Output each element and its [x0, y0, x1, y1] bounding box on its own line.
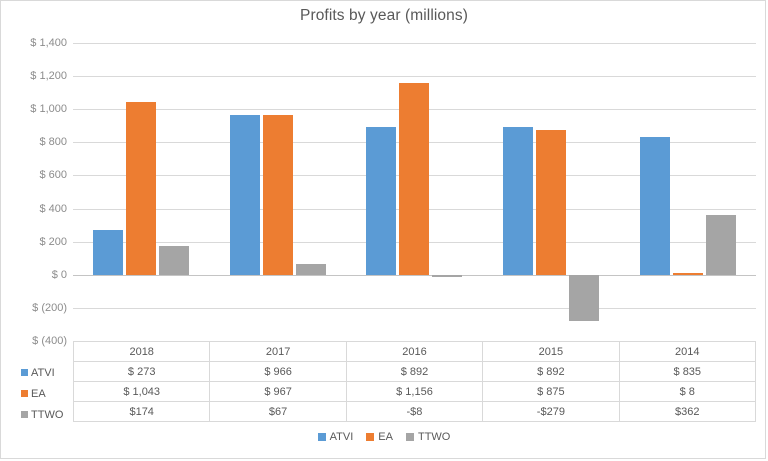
- bar-ea-2014[interactable]: [672, 273, 703, 276]
- table-row: $174 $67 -$8 -$279 $362: [72, 401, 757, 422]
- y-axis-tick-label: $ 600: [39, 169, 67, 182]
- data-table-body: $ 273 $ 966 $ 892 $ 892 $ 835 $ 1,043 $ 967 $ 1…: [72, 361, 757, 422]
- legend-item-ea[interactable]: EA: [366, 431, 393, 443]
- y-axis-tick-label: $ 800: [39, 136, 67, 149]
- legend-item-atvi[interactable]: ATVI: [317, 431, 354, 443]
- y-axis-tick-label: $ 1,000: [30, 103, 67, 116]
- table-cell-ea-2014: $ 8: [618, 381, 757, 402]
- table-cell-ea-2016: $ 1,156: [345, 381, 484, 402]
- table-cell-ttwo-2015: -$279: [482, 401, 620, 422]
- bar-atvi-2017[interactable]: [229, 114, 260, 275]
- table-cell-atvi-2014: $ 835: [618, 361, 757, 382]
- table-header-2018: 2018: [72, 341, 211, 362]
- legend-label: TTWO: [417, 431, 451, 443]
- gridline--200: [73, 307, 756, 309]
- legend-swatch-icon: [405, 433, 414, 441]
- y-axis-tick-label: $ (200): [32, 301, 67, 314]
- table-row-label-ttwo: TTWO: [7, 404, 73, 425]
- table-cell-ea-2018: $ 1,043: [72, 381, 211, 402]
- legend-label: EA: [378, 431, 393, 443]
- table-row-label-atvi: ATVI: [7, 362, 73, 383]
- table-header-2016: 2016: [345, 341, 484, 362]
- chart-legend: ATVI EA TTWO: [1, 431, 767, 443]
- bar-atvi-2016[interactable]: [366, 127, 397, 275]
- series-name: ATVI: [31, 366, 55, 379]
- table-header-2014: 2014: [618, 341, 757, 362]
- y-axis-tick-label: $ 200: [39, 235, 67, 248]
- bar-ea-2017[interactable]: [262, 114, 293, 275]
- bar-atvi-2018[interactable]: [93, 229, 124, 275]
- bar-group-2015: [483, 43, 620, 341]
- bar-ttwo-2018[interactable]: [159, 245, 190, 275]
- bar-ttwo-2014[interactable]: [705, 214, 736, 275]
- bar-ttwo-2017[interactable]: [295, 263, 326, 275]
- gridline-1200: [73, 76, 756, 78]
- data-table-row-labels: ATVI EA TTWO: [7, 341, 73, 425]
- table-cell-ttwo-2016: -$8: [345, 401, 484, 422]
- bar-group-2014: [619, 43, 756, 341]
- chart-title: Profits by year (millions): [300, 7, 468, 24]
- data-table-head: 2018 2017 2016 2015 2014: [72, 341, 757, 362]
- plot-area: [73, 43, 756, 342]
- table-row-label-ea: EA: [7, 383, 73, 404]
- table-cell-ttwo-2017: $67: [209, 401, 347, 422]
- y-axis-tick-label: $ 400: [39, 202, 67, 215]
- table-cell-atvi-2015: $ 892: [482, 361, 620, 382]
- table-cell-atvi-2017: $ 966: [209, 361, 347, 382]
- table-cell-ea-2015: $ 875: [482, 381, 620, 402]
- table-cell-ea-2017: $ 967: [209, 381, 347, 402]
- y-axis-tick-label: $ (400): [32, 335, 67, 347]
- bar-group-2017: [210, 43, 347, 341]
- data-table: 2018 2017 2016 2015 2014 $ 273 $ 966 $ 892 $ 89…: [72, 341, 757, 422]
- gridline-1400: [73, 43, 756, 44]
- bar-ea-2016[interactable]: [399, 83, 430, 275]
- series-swatch-icon: [21, 411, 28, 418]
- legend-swatch-icon: [317, 433, 326, 441]
- bar-group-2018: [73, 43, 210, 341]
- legend-label: ATVI: [329, 431, 354, 443]
- table-header-row: 2018 2017 2016 2015 2014: [72, 341, 757, 362]
- bar-ea-2018[interactable]: [126, 102, 157, 275]
- legend-swatch-icon: [366, 433, 375, 441]
- series-name: TTWO: [31, 408, 64, 421]
- table-header-2017: 2017: [209, 341, 347, 362]
- bar-group-2016: [346, 43, 483, 341]
- table-cell-ttwo-2018: $174: [72, 401, 211, 422]
- table-cell-atvi-2016: $ 892: [345, 361, 484, 382]
- bar-ea-2015[interactable]: [536, 129, 567, 275]
- y-axis: $ 1,400 $ 1,200 $ 1,000 $ 800 $ 600 $ 400 $ 20…: [1, 37, 67, 347]
- gridline-0: [73, 274, 756, 276]
- bar-atvi-2014[interactable]: [639, 136, 670, 275]
- table-header-2015: 2015: [482, 341, 620, 362]
- y-axis-tick-label: $ 1,400: [30, 37, 67, 49]
- bar-atvi-2015[interactable]: [503, 127, 534, 275]
- table-row: $ 1,043 $ 967 $ 1,156 $ 875 $ 8: [72, 381, 757, 402]
- legend-item-ttwo[interactable]: TTWO: [405, 431, 451, 443]
- table-row: $ 273 $ 966 $ 892 $ 892 $ 835: [72, 361, 757, 382]
- table-cell-ttwo-2014: $362: [618, 401, 757, 422]
- series-name: EA: [31, 387, 46, 400]
- table-cell-atvi-2018: $ 273: [72, 361, 211, 382]
- bar-ttwo-2016[interactable]: [432, 274, 463, 277]
- y-axis-tick-label: $ 1,200: [30, 70, 67, 83]
- series-swatch-icon: [21, 390, 28, 397]
- series-swatch-icon: [21, 369, 28, 376]
- y-axis-tick-label: $ 0: [51, 268, 67, 281]
- bar-ttwo-2015[interactable]: [569, 274, 600, 321]
